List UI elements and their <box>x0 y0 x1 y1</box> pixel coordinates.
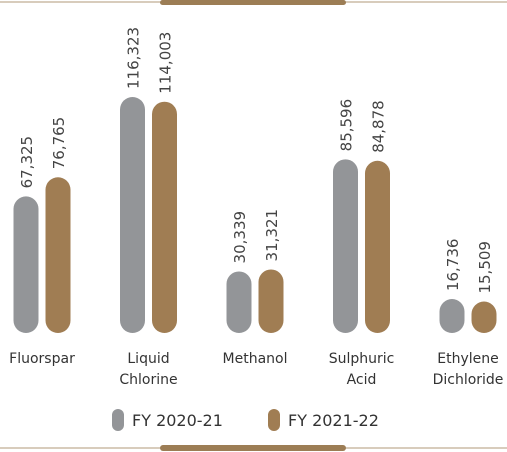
value-label: 30,339 <box>231 211 249 264</box>
bar <box>333 159 358 333</box>
bar <box>13 196 39 333</box>
value-label: 16,736 <box>444 239 462 292</box>
bar <box>152 101 177 333</box>
value-label: 85,596 <box>338 99 356 152</box>
legend-swatch <box>112 409 124 431</box>
value-label: 76,765 <box>50 117 68 170</box>
legend-label: FY 2020-21 <box>132 411 223 430</box>
bar <box>120 97 145 333</box>
bottom-rule-accent <box>160 445 346 451</box>
top-rule-accent <box>160 0 346 5</box>
value-label: 31,321 <box>263 209 281 262</box>
x-tick-label: Sulphuric Acid <box>329 351 395 388</box>
value-label: 15,509 <box>476 241 494 294</box>
bar <box>439 299 465 333</box>
value-label: 114,003 <box>157 32 175 94</box>
value-label: 84,878 <box>370 100 388 153</box>
x-tick-label: Methanol <box>223 351 288 367</box>
bar <box>471 301 497 333</box>
x-tick-label: Liquid Chlorine <box>119 351 177 388</box>
legend-swatch <box>268 409 280 431</box>
value-label: 116,323 <box>125 27 143 89</box>
bar <box>226 271 252 333</box>
legend-label: FY 2021-22 <box>288 411 379 430</box>
bar <box>45 177 71 333</box>
value-label: 67,325 <box>18 136 36 189</box>
x-tick-label: Ethylene Dichloride <box>433 351 504 388</box>
bar <box>258 269 284 333</box>
x-tick-label: Fluorspar <box>9 351 75 367</box>
bar <box>365 160 390 333</box>
